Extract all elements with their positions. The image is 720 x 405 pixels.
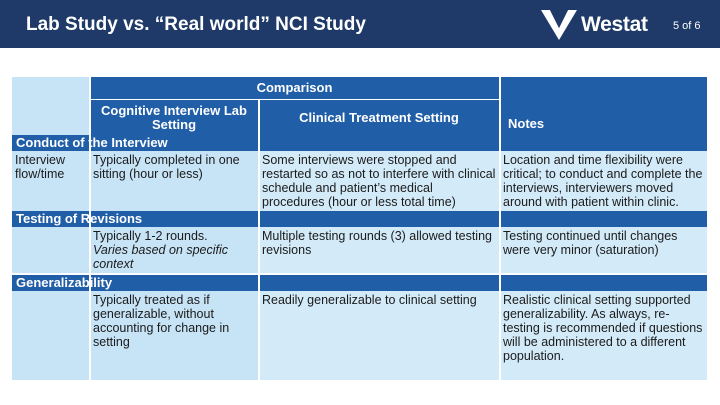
cell-testing-lab-italic: Varies based on specific context <box>93 243 229 271</box>
section-conduct-title: Conduct of the Interview <box>12 135 707 151</box>
grid-divider <box>499 77 501 380</box>
cell-testing-clinical: Multiple testing rounds (3) allowed test… <box>259 227 500 273</box>
westat-logo-icon <box>541 10 577 40</box>
logo-wordmark: Westat <box>581 13 648 36</box>
grid-divider <box>12 273 707 275</box>
cell-testing-lab: Typically 1-2 rounds. Varies based on sp… <box>90 227 259 273</box>
row-label-general <box>12 291 90 380</box>
cell-general-clinical: Readily generalizable to clinical settin… <box>259 291 500 380</box>
cell-general-notes: Realistic clinical setting supported gen… <box>500 291 707 380</box>
cell-testing-lab-main: Typically 1-2 rounds. <box>93 229 208 243</box>
cell-conduct-lab: Typically completed in one sitting (hour… <box>93 153 240 181</box>
cell-general-lab: Typically treated as if generalizable, w… <box>93 293 230 349</box>
grid-divider <box>89 77 91 380</box>
comparison-table: Comparison Cognitive Interview Lab Setti… <box>12 77 707 380</box>
col-header-notes: Notes <box>500 77 707 135</box>
section-general-title: Generalizability <box>12 275 707 291</box>
col-header-clinical-setting: Clinical Treatment Setting <box>259 100 499 135</box>
slide-title: Lab Study vs. “Real world” NCI Study <box>26 14 366 35</box>
cell-conduct-notes: Location and time flexibility were criti… <box>500 151 707 211</box>
slide-header: Lab Study vs. “Real world” NCI Study Wes… <box>0 0 720 48</box>
cell-testing-notes: Testing continued until changes were ver… <box>500 227 707 273</box>
row-label-testing <box>12 227 90 273</box>
section-testing-title: Testing of Revisions <box>12 211 707 227</box>
westat-logo: Westat <box>541 9 648 41</box>
grid-divider <box>89 99 500 100</box>
row-label-interview-flow: Interview flow/time <box>15 153 66 181</box>
comparison-group-header: Comparison <box>90 77 499 99</box>
col-header-lab-setting: Cognitive Interview Lab Setting <box>90 100 258 135</box>
page-indicator: 5 of 6 <box>673 20 701 32</box>
cell-conduct-clinical: Some interviews were stopped and restart… <box>259 151 500 211</box>
corner-cell <box>12 77 89 135</box>
grid-divider <box>258 99 260 380</box>
